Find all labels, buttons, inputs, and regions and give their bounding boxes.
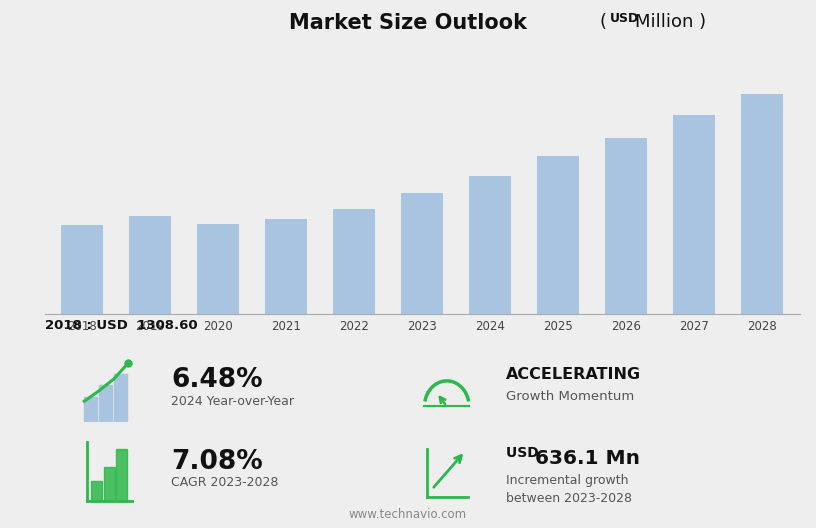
Text: 2024 Year-over-Year: 2024 Year-over-Year xyxy=(171,395,295,408)
Text: (: ( xyxy=(600,13,607,31)
Text: Growth Momentum: Growth Momentum xyxy=(506,390,634,403)
Bar xyxy=(333,210,375,455)
Bar xyxy=(99,385,112,422)
Bar xyxy=(265,219,308,455)
Bar xyxy=(114,374,126,422)
Text: 636.1 Mn: 636.1 Mn xyxy=(535,449,641,468)
Bar xyxy=(673,115,716,455)
Bar xyxy=(104,467,115,501)
Text: www.technavio.com: www.technavio.com xyxy=(349,508,467,521)
Text: USD: USD xyxy=(610,12,640,25)
Bar xyxy=(197,224,239,455)
Bar xyxy=(469,176,512,455)
Bar xyxy=(129,216,171,455)
Text: 2018 : USD  1308.60: 2018 : USD 1308.60 xyxy=(45,319,197,333)
Text: 7.08%: 7.08% xyxy=(171,449,263,475)
Text: Million ): Million ) xyxy=(635,13,706,31)
Text: 6.48%: 6.48% xyxy=(171,367,263,393)
Text: USD: USD xyxy=(506,446,543,460)
Bar xyxy=(537,156,579,455)
Bar xyxy=(91,481,102,501)
Text: Market Size Outlook: Market Size Outlook xyxy=(289,13,527,33)
Bar xyxy=(605,138,647,455)
Bar xyxy=(741,94,783,455)
Bar xyxy=(116,449,127,501)
Bar xyxy=(401,193,443,455)
Text: CAGR 2023-2028: CAGR 2023-2028 xyxy=(171,476,279,489)
Bar xyxy=(61,224,104,455)
Bar xyxy=(84,397,97,422)
Text: ACCELERATING: ACCELERATING xyxy=(506,367,641,382)
Text: Incremental growth
between 2023-2028: Incremental growth between 2023-2028 xyxy=(506,474,632,505)
